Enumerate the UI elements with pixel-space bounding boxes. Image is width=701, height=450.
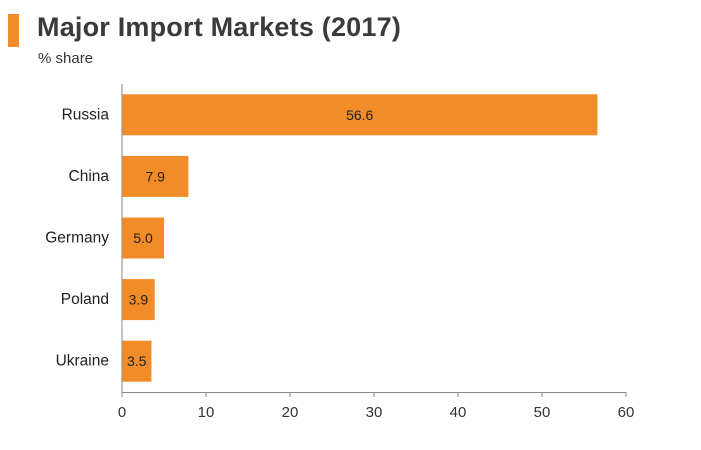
- bar-germany: [122, 217, 164, 259]
- x-tick-label: 10: [198, 404, 215, 421]
- bar-ukraine: [122, 340, 152, 382]
- bar-poland: [122, 279, 155, 321]
- category-label-russia: Russia: [62, 106, 110, 123]
- x-tick-label: 0: [118, 404, 126, 421]
- x-tick-label: 60: [618, 404, 635, 421]
- x-tick-label: 30: [366, 404, 383, 421]
- bar-china: [122, 155, 189, 197]
- title-accent-bar: [8, 14, 19, 47]
- bar-russia: [122, 94, 598, 136]
- category-label-poland: Poland: [61, 291, 109, 308]
- chart-title: Major Import Markets (2017): [37, 12, 402, 42]
- category-label-china: China: [69, 168, 110, 185]
- data-label-germany: 5.0: [133, 230, 153, 246]
- x-tick-label: 20: [282, 404, 299, 421]
- x-tick-label: 50: [534, 404, 551, 421]
- data-label-poland: 3.9: [129, 292, 149, 308]
- data-label-russia: 56.6: [346, 107, 373, 123]
- category-label-ukraine: Ukraine: [56, 353, 109, 370]
- category-label-germany: Germany: [45, 230, 109, 247]
- data-label-china: 7.9: [145, 168, 165, 184]
- x-tick-label: 40: [450, 404, 467, 421]
- chart-subtitle: % share: [38, 50, 94, 67]
- data-label-ukraine: 3.5: [127, 353, 147, 369]
